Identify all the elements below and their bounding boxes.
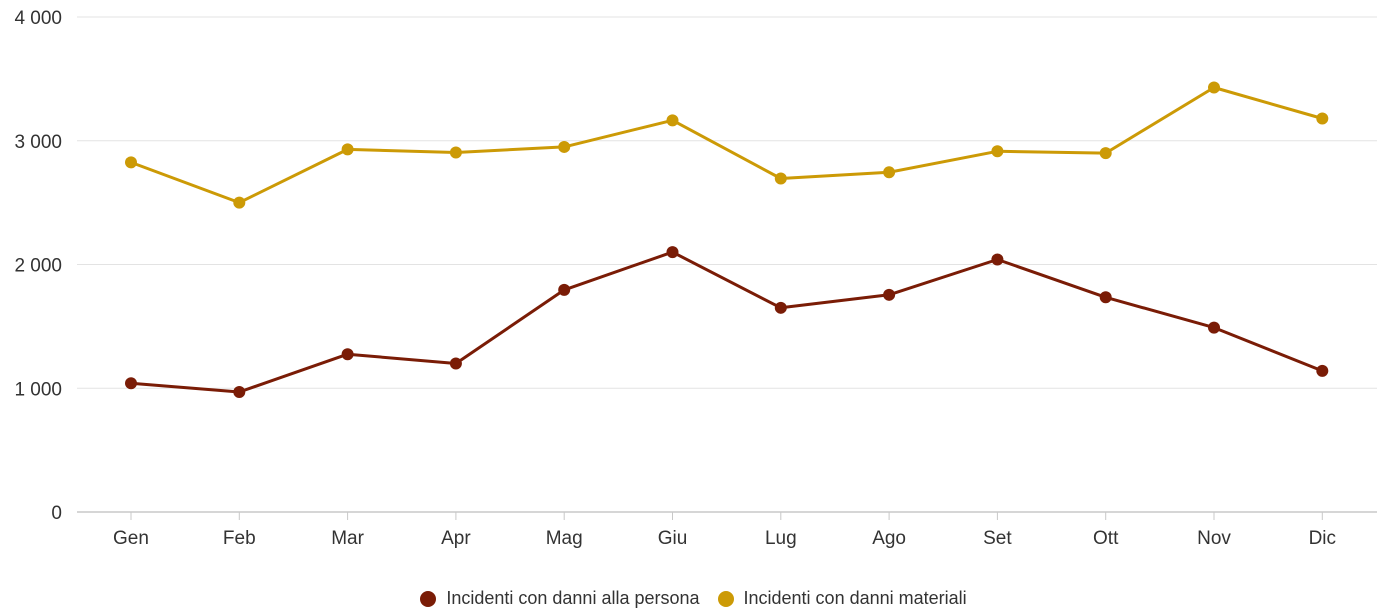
data-point[interactable] bbox=[233, 385, 246, 398]
data-point[interactable] bbox=[774, 172, 787, 185]
legend: Incidenti con danni alla persona Inciden… bbox=[0, 588, 1387, 609]
data-point[interactable] bbox=[233, 196, 246, 209]
data-point[interactable] bbox=[341, 143, 354, 156]
series-line bbox=[129, 250, 1324, 394]
series-1 bbox=[125, 81, 1329, 209]
series-layer bbox=[125, 81, 1329, 398]
legend-swatch-materiali bbox=[717, 590, 734, 607]
data-point[interactable] bbox=[991, 253, 1004, 266]
gridlines bbox=[77, 16, 1377, 513]
x-tick-label: Apr bbox=[441, 528, 471, 549]
x-tick-label: Giu bbox=[658, 528, 688, 549]
x-tick-label: Mag bbox=[546, 528, 583, 549]
data-point[interactable] bbox=[125, 377, 137, 390]
legend-label-persona: Incidenti con danni alla persona bbox=[446, 588, 700, 608]
data-point[interactable] bbox=[558, 140, 571, 153]
data-point[interactable] bbox=[1099, 291, 1112, 304]
data-point[interactable] bbox=[125, 156, 137, 169]
data-point[interactable] bbox=[1208, 81, 1220, 94]
legend-label-materiali: Incidenti con danni materiali bbox=[743, 588, 967, 608]
y-tick-label: 4 000 bbox=[14, 8, 62, 29]
data-point[interactable] bbox=[883, 288, 896, 301]
x-tick-label: Lug bbox=[765, 528, 797, 549]
y-tick-label: 3 000 bbox=[14, 132, 62, 153]
x-tick-label: Dic bbox=[1309, 528, 1336, 549]
x-tick-label: Nov bbox=[1197, 528, 1231, 549]
x-tick-label: Feb bbox=[223, 528, 256, 549]
legend-item-persona[interactable]: Incidenti con danni alla persona bbox=[420, 588, 700, 609]
x-tick-label: Ott bbox=[1093, 528, 1119, 549]
legend-swatch-persona bbox=[420, 590, 437, 607]
y-axis: 0 1 000 2 000 3 000 4 000 bbox=[14, 8, 62, 524]
data-point[interactable] bbox=[449, 146, 462, 159]
data-point[interactable] bbox=[341, 348, 354, 361]
data-point[interactable] bbox=[883, 166, 896, 179]
legend-item-materiali[interactable]: Incidenti con danni materiali bbox=[717, 588, 967, 609]
data-point[interactable] bbox=[1316, 364, 1329, 377]
data-point[interactable] bbox=[449, 357, 462, 370]
data-point[interactable] bbox=[991, 145, 1004, 158]
data-point[interactable] bbox=[774, 301, 787, 314]
data-point[interactable] bbox=[666, 114, 679, 127]
y-tick-label: 0 bbox=[51, 503, 62, 524]
x-axis: Gen Feb Mar Apr Mag Giu Lug Ago Set Ott Nov Dic bbox=[113, 512, 1336, 549]
data-point[interactable] bbox=[1208, 321, 1220, 334]
x-tick-label: Gen bbox=[113, 528, 149, 549]
y-tick-label: 1 000 bbox=[14, 379, 62, 400]
x-tick-label: Mar bbox=[331, 528, 364, 549]
data-point[interactable] bbox=[666, 246, 679, 259]
data-point[interactable] bbox=[558, 283, 571, 296]
data-point[interactable] bbox=[1316, 112, 1329, 125]
x-tick-label: Ago bbox=[872, 528, 906, 549]
data-point[interactable] bbox=[1099, 147, 1112, 160]
series-0 bbox=[125, 246, 1329, 398]
series-line bbox=[129, 86, 1324, 205]
y-tick-label: 2 000 bbox=[14, 256, 62, 277]
x-tick-label: Set bbox=[983, 528, 1012, 549]
